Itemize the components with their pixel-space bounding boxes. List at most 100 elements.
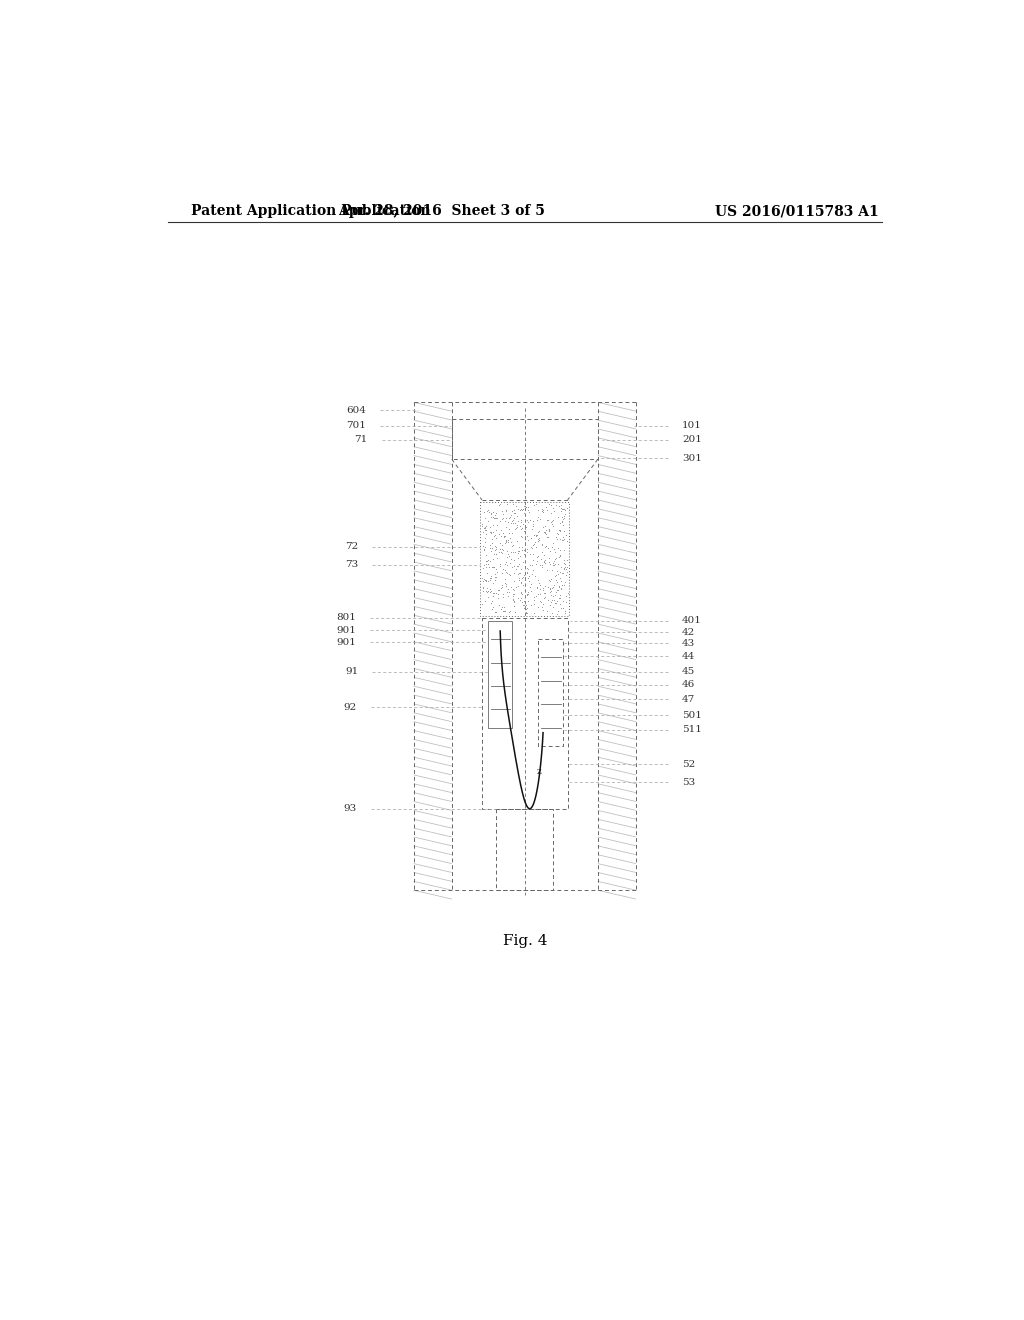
Text: 901: 901 [336, 638, 355, 647]
Point [545, 597, 561, 618]
Point [509, 556, 525, 577]
Point [506, 513, 522, 535]
Point [511, 570, 527, 591]
Point [518, 510, 535, 531]
Point [480, 502, 497, 523]
Point [510, 554, 526, 576]
Point [494, 535, 510, 556]
Point [474, 568, 490, 589]
Point [556, 539, 572, 560]
Point [534, 500, 550, 521]
Point [479, 500, 496, 521]
Point [512, 562, 528, 583]
Point [499, 581, 515, 602]
Point [503, 541, 519, 562]
Point [518, 602, 535, 623]
Point [530, 527, 547, 548]
Point [483, 568, 500, 589]
Point [514, 517, 530, 539]
Point [505, 494, 521, 515]
Point [552, 583, 568, 605]
Point [550, 537, 566, 558]
Point [554, 510, 570, 531]
Point [539, 527, 555, 548]
Text: 301: 301 [682, 454, 701, 463]
Text: 701: 701 [346, 421, 367, 430]
Point [541, 520, 557, 541]
Text: 42: 42 [682, 627, 695, 636]
Point [479, 550, 496, 572]
Point [552, 561, 568, 582]
Point [529, 546, 546, 568]
Point [550, 507, 566, 528]
Point [555, 590, 571, 611]
Point [479, 577, 496, 598]
Point [498, 532, 514, 553]
Point [477, 520, 494, 541]
Point [519, 562, 536, 583]
Point [508, 558, 524, 579]
Point [517, 519, 534, 540]
Point [550, 579, 566, 601]
Point [484, 513, 501, 535]
Point [553, 557, 569, 578]
Point [554, 527, 570, 548]
Point [522, 581, 539, 602]
Point [487, 528, 504, 549]
Point [505, 583, 521, 605]
Point [548, 570, 564, 591]
Point [544, 511, 560, 532]
Point [507, 602, 523, 623]
Point [548, 527, 564, 548]
Point [500, 544, 516, 565]
Point [557, 553, 573, 574]
Point [493, 494, 509, 515]
Point [485, 521, 502, 543]
Point [476, 517, 493, 539]
Point [537, 552, 553, 573]
Point [509, 556, 525, 577]
Point [537, 536, 553, 557]
Point [515, 566, 531, 587]
Point [552, 529, 568, 550]
Point [502, 527, 518, 548]
Point [529, 577, 546, 598]
Point [514, 595, 530, 616]
Point [510, 564, 526, 585]
Point [525, 515, 542, 536]
Point [514, 583, 530, 605]
Text: Fig. 4: Fig. 4 [503, 935, 547, 948]
Point [551, 546, 567, 568]
Point [523, 554, 540, 576]
Point [515, 552, 531, 573]
Point [498, 507, 514, 528]
Point [482, 550, 499, 572]
Point [496, 540, 512, 561]
Point [530, 531, 547, 552]
Point [556, 552, 572, 573]
Point [549, 523, 565, 544]
Point [534, 499, 550, 520]
Point [515, 499, 531, 520]
Point [496, 525, 512, 546]
Point [477, 528, 494, 549]
Point [513, 536, 529, 557]
Point [486, 507, 503, 528]
Point [522, 528, 539, 549]
Point [530, 507, 547, 528]
Point [545, 498, 561, 519]
Point [478, 557, 495, 578]
Point [475, 581, 492, 602]
Point [480, 549, 497, 570]
Point [545, 515, 561, 536]
Point [541, 548, 557, 569]
Point [484, 572, 501, 593]
Point [528, 585, 545, 606]
Point [498, 573, 514, 594]
Point [492, 553, 508, 574]
Point [490, 587, 507, 609]
Point [553, 570, 569, 591]
Point [476, 569, 493, 590]
Point [539, 499, 555, 520]
Point [511, 541, 527, 562]
